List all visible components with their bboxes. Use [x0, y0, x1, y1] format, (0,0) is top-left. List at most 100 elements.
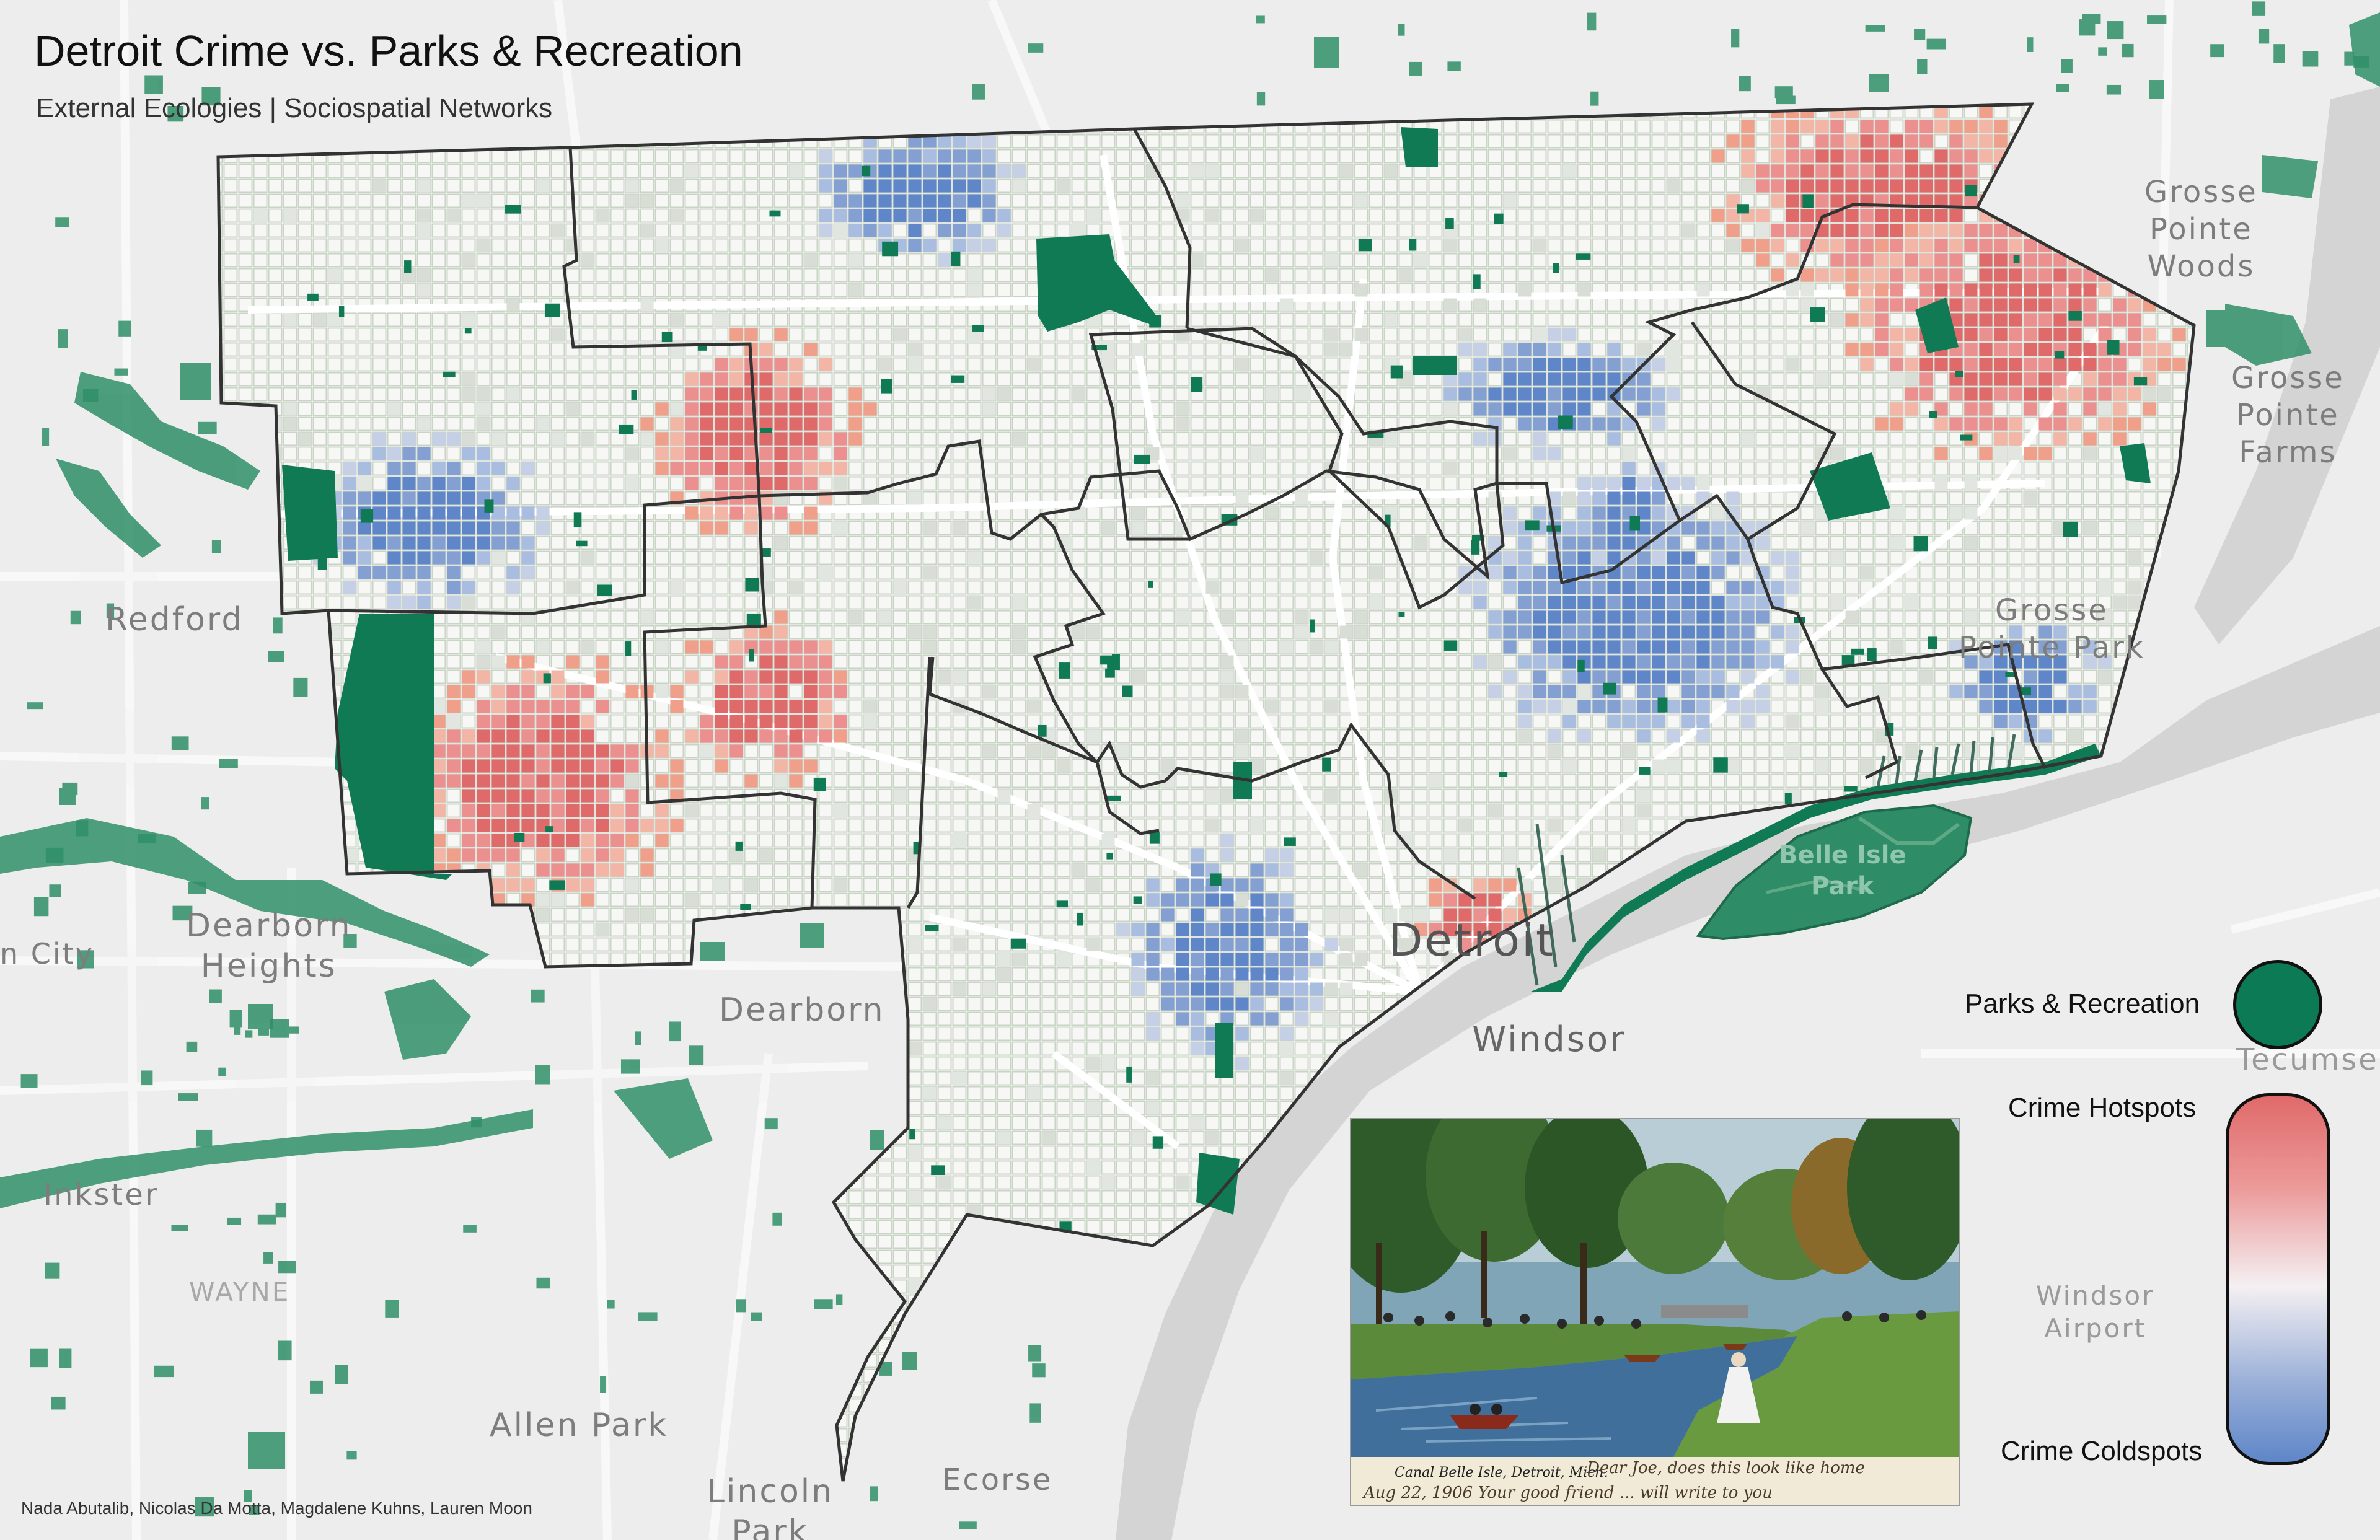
- map-cell: [1220, 1012, 1234, 1026]
- map-cell: [372, 506, 386, 520]
- map-cell: [1919, 224, 1933, 237]
- map-cell: [536, 759, 550, 773]
- map-cell: [1503, 372, 1517, 386]
- map-cell: [1949, 149, 1963, 163]
- map-cell: [402, 491, 416, 505]
- map-cell: [729, 685, 743, 698]
- map-cell: [1324, 640, 1338, 654]
- map-cell: [536, 893, 550, 907]
- map-cell: [1518, 536, 1532, 550]
- map-cell: [1592, 417, 1606, 431]
- map-cell: [551, 863, 565, 877]
- map-cell: [1890, 640, 1903, 654]
- map-cell: [2038, 313, 2052, 327]
- map-cell: [1741, 164, 1755, 178]
- map-cell: [1399, 834, 1413, 847]
- map-cell: [491, 893, 505, 907]
- map-cell: [700, 417, 713, 431]
- map-cell: [1577, 670, 1591, 684]
- map-cell: [1548, 566, 1561, 579]
- outside-small-park: [635, 1031, 641, 1045]
- map-cell: [997, 164, 1011, 178]
- map-cell: [1949, 387, 1963, 401]
- small-park: [2068, 311, 2082, 321]
- map-cell: [1741, 640, 1755, 654]
- map-cell: [1458, 343, 1472, 356]
- map-cell: [1637, 387, 1651, 401]
- map-cell: [789, 477, 803, 490]
- map-cell: [1548, 819, 1561, 832]
- map-cell: [1696, 596, 1710, 609]
- map-cell: [1146, 967, 1160, 981]
- map-cell: [1890, 179, 1903, 193]
- small-park: [1134, 454, 1150, 464]
- map-cell: [1979, 670, 1993, 684]
- map-cell: [848, 164, 862, 178]
- map-cell: [953, 179, 966, 193]
- map-cell: [1800, 179, 1814, 193]
- map-cell: [1548, 596, 1561, 609]
- map-cell: [953, 1071, 966, 1085]
- map-cell: [1176, 1012, 1189, 1026]
- map-cell: [804, 759, 818, 773]
- map-cell: [715, 521, 728, 535]
- map-cell: [1890, 298, 1903, 312]
- map-cell: [1860, 343, 1874, 356]
- outside-small-park: [669, 1021, 681, 1042]
- map-cell: [1458, 923, 1472, 936]
- map-cell: [1562, 640, 1576, 654]
- map-cell: [1429, 774, 1442, 788]
- map-cell: [1726, 536, 1740, 550]
- map-cell: [477, 239, 490, 252]
- outside-small-park: [2302, 51, 2319, 67]
- map-cell: [447, 700, 461, 713]
- map-cell: [1652, 566, 1665, 579]
- map-cell: [596, 848, 609, 862]
- map-cell: [923, 179, 937, 193]
- map-cell: [1934, 179, 1948, 193]
- map-cell: [834, 432, 847, 446]
- outside-small-park: [2149, 80, 2164, 99]
- map-cell: [2009, 239, 2022, 252]
- map-cell: [596, 670, 609, 684]
- outside-small-park: [33, 897, 49, 917]
- map-cell: [789, 164, 803, 178]
- map-cell: [1503, 551, 1517, 565]
- map-cell: [1220, 789, 1234, 803]
- map-cell: [1518, 551, 1532, 565]
- map-cell: [789, 581, 803, 594]
- small-park: [697, 343, 707, 351]
- map-cell: [1994, 283, 2008, 297]
- map-cell: [1205, 953, 1219, 966]
- map-cell: [789, 715, 803, 728]
- map-cell: [596, 209, 609, 222]
- map-cell: [2038, 343, 2052, 356]
- map-cell: [640, 908, 654, 922]
- map-cell: [581, 878, 594, 892]
- map-cell: [1860, 120, 1874, 133]
- map-cell: [1979, 149, 1993, 163]
- map-cell: [477, 804, 490, 817]
- small-park: [1322, 757, 1331, 772]
- map-cell: [1949, 417, 1963, 431]
- map-cell: [1622, 625, 1636, 639]
- map-cell: [447, 506, 461, 520]
- map-cell: [1711, 596, 1725, 609]
- map-cell: [477, 462, 490, 475]
- map-cell: [848, 209, 862, 222]
- map-cell: [1176, 893, 1189, 907]
- map-cell: [1086, 1101, 1100, 1115]
- small-park: [631, 390, 637, 400]
- map-cell: [685, 506, 699, 520]
- map-cell: [1607, 417, 1621, 431]
- map-cell: [1443, 893, 1457, 907]
- map-cell: [417, 521, 431, 535]
- map-cell: [581, 819, 594, 832]
- map-cell: [655, 239, 669, 252]
- outside-small-park: [2353, 56, 2369, 68]
- small-park: [882, 241, 899, 257]
- map-cell: [1845, 149, 1859, 163]
- map-cell: [1146, 1012, 1160, 1026]
- map-cell: [1756, 640, 1770, 654]
- map-cell: [774, 328, 788, 341]
